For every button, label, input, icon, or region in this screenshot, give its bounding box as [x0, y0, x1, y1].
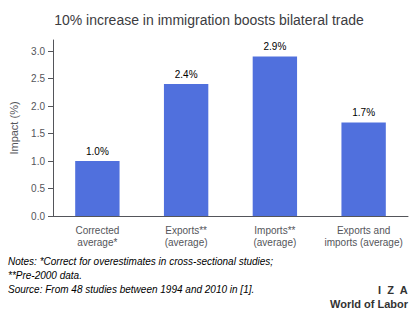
svg-text:Notes: *Correct for overestima: Notes: *Correct for overestimates in cro… — [8, 256, 273, 267]
svg-text:1.7%: 1.7% — [352, 107, 375, 118]
svg-text:2.5: 2.5 — [31, 73, 45, 84]
svg-text:(average): (average) — [253, 237, 296, 248]
svg-text:2.0: 2.0 — [31, 101, 45, 112]
svg-text:1.5: 1.5 — [31, 128, 45, 139]
svg-text:2.4%: 2.4% — [175, 69, 198, 80]
svg-text:**Pre-2000 data.: **Pre-2000 data. — [8, 270, 82, 281]
svg-text:2.9%: 2.9% — [263, 41, 286, 52]
svg-text:Exports and: Exports and — [337, 225, 390, 236]
svg-text:10% increase in immigration bo: 10% increase in immigration boosts bilat… — [54, 12, 364, 28]
svg-text:Impact (%): Impact (%) — [8, 101, 20, 154]
svg-text:Imports**: Imports** — [254, 225, 295, 236]
svg-text:0.5: 0.5 — [31, 183, 45, 194]
svg-text:Corrected: Corrected — [75, 225, 119, 236]
svg-text:1.0%: 1.0% — [86, 146, 109, 157]
svg-text:average*: average* — [77, 237, 117, 248]
svg-text:0.0: 0.0 — [31, 211, 45, 222]
svg-text:imports (average): imports (average) — [324, 237, 402, 248]
svg-text:World of Labor: World of Labor — [330, 298, 409, 310]
svg-text:Exports**: Exports** — [165, 225, 207, 236]
svg-text:(average): (average) — [165, 237, 208, 248]
svg-text:1.0: 1.0 — [31, 156, 45, 167]
svg-text:Source: From 48 studies betwee: Source: From 48 studies between 1994 and… — [8, 284, 254, 295]
svg-text:I Z A: I Z A — [378, 284, 408, 296]
svg-text:3.0: 3.0 — [31, 46, 45, 57]
